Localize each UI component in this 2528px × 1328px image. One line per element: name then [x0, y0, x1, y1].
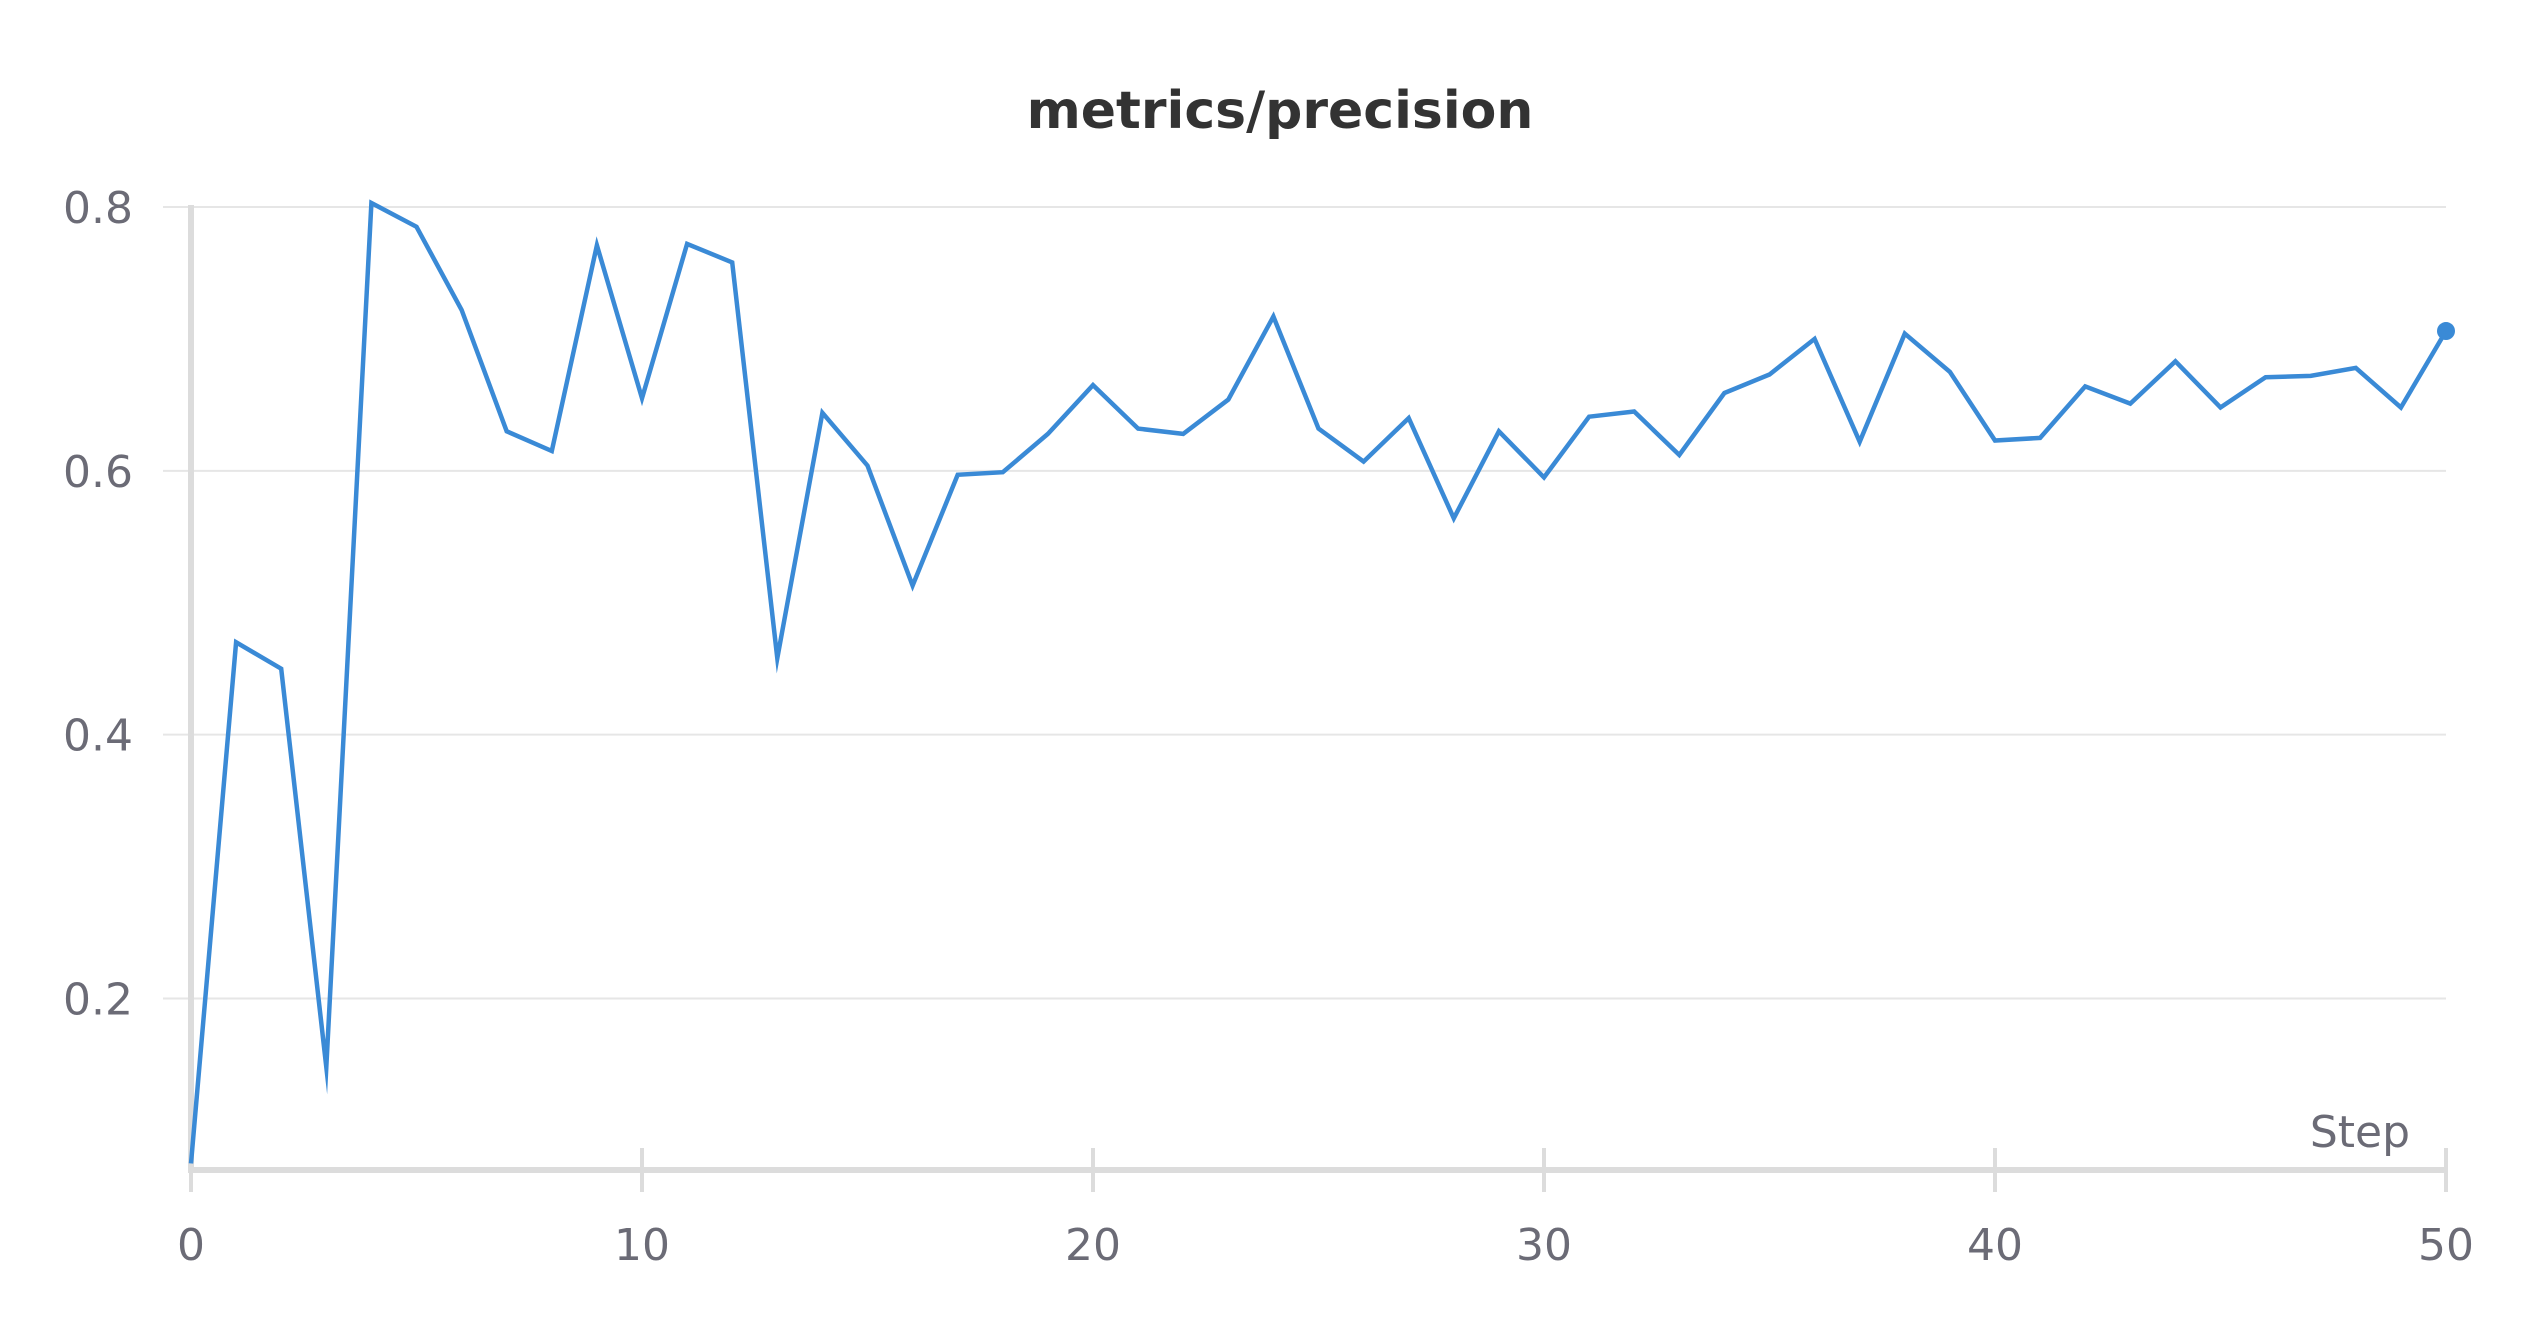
x-tick-label: 40: [1967, 1220, 2023, 1271]
x-tick-label: 30: [1516, 1220, 1572, 1271]
x-tick-label: 10: [614, 1220, 670, 1271]
y-tick-label: 0.8: [63, 183, 133, 234]
y-tick-label: 0.4: [63, 711, 133, 762]
x-tick-label: 20: [1065, 1220, 1121, 1271]
series-end-point: [2437, 322, 2455, 341]
series-layer: [188, 199, 2455, 1164]
axes: 0.2 0.4 0.6 0.8 0 10 20 30 40 50: [63, 183, 2474, 1271]
x-tick-label: 50: [2418, 1220, 2474, 1271]
x-tick-label: 0: [177, 1220, 205, 1271]
x-axis-label: Step: [2310, 1107, 2410, 1158]
y-tick-label: 0.2: [63, 975, 133, 1026]
grid-lines: [189, 206, 2446, 1000]
series-line: [188, 199, 2448, 1164]
chart-title: metrics/precision: [1027, 81, 1534, 141]
y-tick-label: 0.6: [63, 447, 133, 498]
